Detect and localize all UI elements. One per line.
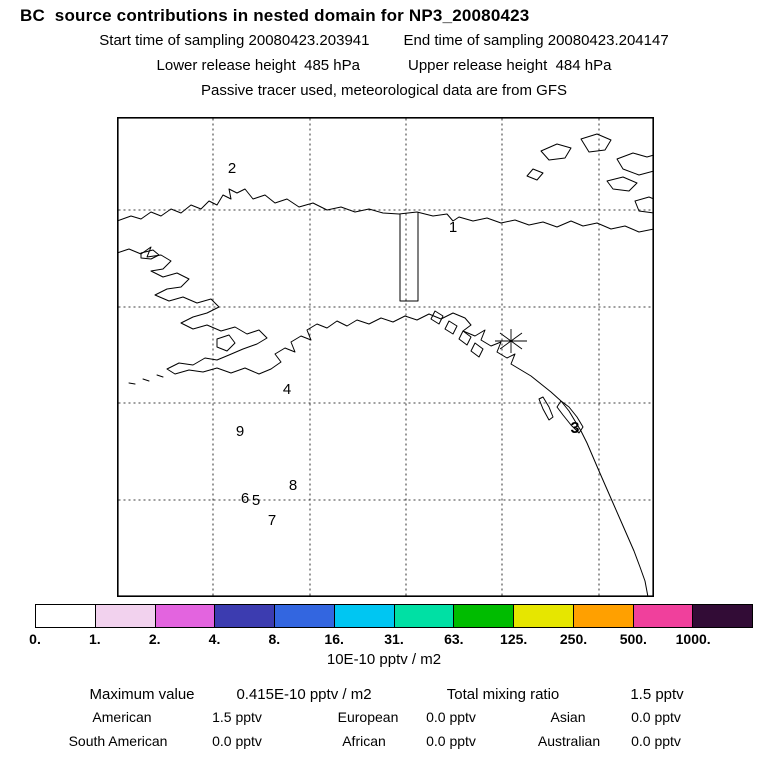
station-marker-7: 7	[268, 512, 276, 529]
region-label-european: European	[337, 709, 399, 725]
region-value-asian: 0.0 pptv	[631, 709, 681, 725]
station-marker-1: 1	[449, 219, 457, 236]
station-marker-8: 8	[289, 477, 297, 494]
colorbar-tick: 125.	[500, 631, 528, 647]
colorbar-segment	[513, 605, 573, 627]
lower-release-text: Lower release height 485 hPa	[156, 57, 360, 74]
star-ray	[499, 332, 523, 350]
colorbar-tick: 1.	[88, 631, 101, 647]
colorbar-segment	[274, 605, 334, 627]
aleutian-islands	[128, 374, 164, 385]
station-marker-9: 9	[236, 423, 244, 440]
colorbar-tick: 8.	[268, 631, 281, 647]
alaska-yukon-border	[399, 212, 419, 302]
colorbar-segment	[333, 605, 394, 627]
colorbar-tick: 250.	[559, 631, 588, 647]
colorbar-units-label: 10E-10 pptv / m2	[326, 651, 442, 668]
station-markers: 2 1 4 9 8 6 57 3	[228, 160, 580, 529]
release-location-star	[495, 329, 527, 353]
colorbar-segment	[453, 605, 513, 627]
tracer-note-row: Passive tracer used, meteorological data…	[0, 82, 768, 99]
region-value-american: 1.5 pptv	[212, 709, 262, 725]
map-border	[117, 117, 654, 597]
station-marker-5: 5	[252, 492, 260, 509]
colorbar-tick: 4.	[208, 631, 221, 647]
colorbar-tick: 31.	[384, 631, 404, 647]
colorbar-segment	[154, 605, 215, 627]
region-value-australian: 0.0 pptv	[631, 733, 681, 749]
colorbar-tick: 1000.	[675, 631, 711, 647]
colorbar-segment	[393, 605, 454, 627]
region-value-european: 0.0 pptv	[426, 709, 476, 725]
map-canvas: 2 1 4 9 8 6 57 3	[117, 117, 654, 597]
start-time-text: Start time of sampling 20080423.203941	[99, 32, 370, 49]
region-value-african: 0.0 pptv	[426, 733, 476, 749]
region-label-american: American	[92, 709, 152, 725]
colorbar-segment	[632, 605, 693, 627]
total-mixing-label: Total mixing ratio	[446, 686, 560, 703]
colorbar-tick: 16.	[324, 631, 344, 647]
arctic-islands	[526, 133, 654, 214]
station-marker-4: 4	[283, 381, 291, 398]
upper-release-text: Upper release height 484 hPa	[408, 57, 612, 74]
region-label-asian: Asian	[550, 709, 586, 725]
region-label-african: African	[342, 733, 386, 749]
total-mixing-value: 1.5 pptv	[630, 686, 684, 703]
station-marker-2: 2	[228, 160, 236, 177]
region-label-australian: Australian	[537, 733, 601, 749]
colorbar-segment	[692, 605, 752, 627]
end-time-text: End time of sampling 20080423.204147	[403, 32, 669, 49]
sampling-time-row: Start time of sampling 20080423.203941 E…	[0, 32, 768, 49]
plot-title: BC source contributions in nested domain…	[20, 6, 530, 25]
region-label-south-american: South American	[68, 733, 168, 749]
colorbar-tick: 500.	[619, 631, 647, 647]
haida-gwaii-island	[538, 396, 554, 421]
colorbar	[35, 604, 753, 628]
colorbar-tick: 63.	[444, 631, 464, 647]
station-marker-3: 3	[571, 420, 580, 437]
station-marker-6: 6	[241, 490, 249, 507]
colorbar-tick: 2.	[148, 631, 161, 647]
colorbar-segment	[214, 605, 274, 627]
coastline-pacific	[117, 246, 649, 597]
colorbar-tick: 0.	[29, 631, 41, 647]
colorbar-segment	[36, 605, 95, 627]
max-value-label: Maximum value	[89, 686, 195, 703]
colorbar-segment	[94, 605, 155, 627]
tracer-note-text: Passive tracer used, meteorological data…	[201, 82, 567, 99]
vancouver-island	[556, 400, 584, 434]
colorbar-tick-labels: 0. 1. 2. 4. 8. 16. 31. 63. 125. 250. 500. 1000.	[29, 631, 753, 649]
max-value: 0.415E-10 pptv / m2	[236, 686, 372, 703]
colorbar-segment	[572, 605, 633, 627]
kodiak-island	[216, 334, 236, 352]
st-lawrence-island	[140, 249, 160, 260]
region-value-south-american: 0.0 pptv	[212, 733, 262, 749]
coastline-arctic	[117, 188, 654, 233]
latlon-grid	[118, 118, 653, 596]
release-height-row: Lower release height 485 hPa Upper relea…	[0, 57, 768, 74]
southeast-alaska-islands	[430, 310, 484, 358]
